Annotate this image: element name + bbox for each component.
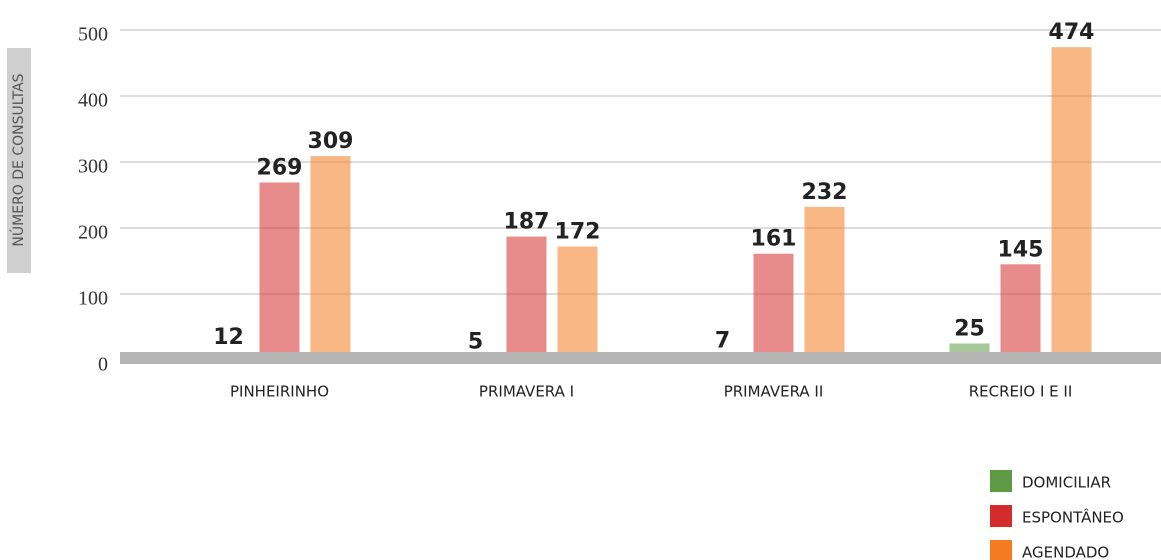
bar [804,206,845,360]
bar [753,253,794,360]
x-tick-label: RECREIO I E II [969,383,1073,401]
value-label: 309 [308,129,354,154]
value-label: 232 [802,180,848,205]
bar [310,156,351,360]
legend-swatch [990,470,1012,492]
bar [1000,264,1041,360]
value-label: 187 [504,210,550,235]
x-tick-label: PINHEIRINHO [230,383,329,401]
value-label: 161 [751,227,797,252]
y-tick-label: 100 [78,288,108,310]
value-label: 5 [468,330,483,355]
y-tick-label: 0 [98,354,108,376]
x-tick-label: PRIMAVERA II [724,383,824,401]
y-label-box [7,48,31,273]
y-axis-label: NÚMERO DE CONSULTAS [9,73,27,246]
value-label: 12 [213,325,244,350]
value-label: 172 [555,219,601,244]
legend-swatch [990,540,1012,560]
legend-label: DOMICILIAR [1022,474,1111,492]
y-tick-label: 400 [78,90,108,112]
x-tick-label: PRIMAVERA I [479,383,574,401]
legend-label: AGENDADO [1022,544,1109,560]
value-label: 25 [954,317,985,342]
bar [506,236,547,360]
value-label: 269 [257,155,303,180]
bar [259,182,300,360]
value-label: 145 [998,237,1044,262]
y-tick-label: 200 [78,222,108,244]
y-tick-label: 500 [78,24,108,46]
value-label: 474 [1049,20,1095,45]
value-label: 7 [715,328,730,353]
bar [1051,47,1092,360]
y-tick-label: 300 [78,156,108,178]
legend-swatch [990,505,1012,527]
bar [557,246,598,360]
baseline [120,352,1161,364]
legend-label: ESPONTÂNEO [1022,508,1124,527]
